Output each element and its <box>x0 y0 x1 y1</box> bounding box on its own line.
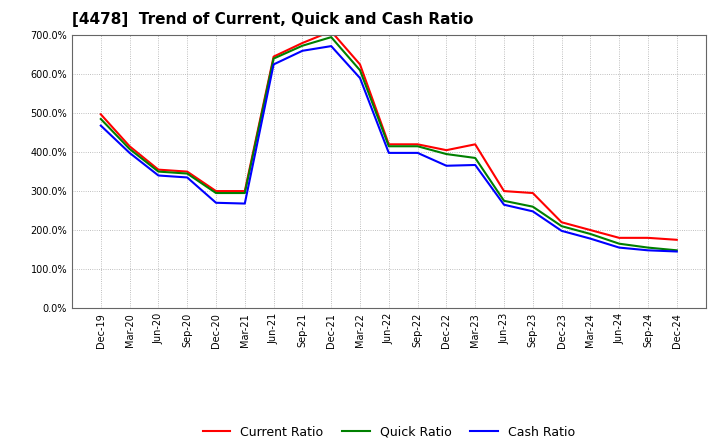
Cash Ratio <box>212 200 220 205</box>
Quick Ratio <box>327 34 336 40</box>
Quick Ratio <box>384 143 393 149</box>
Cash Ratio <box>557 228 566 234</box>
Current Ratio <box>471 142 480 147</box>
Cash Ratio <box>327 44 336 49</box>
Quick Ratio <box>471 155 480 161</box>
Quick Ratio <box>183 171 192 176</box>
Cash Ratio <box>672 249 681 254</box>
Quick Ratio <box>442 151 451 157</box>
Quick Ratio <box>212 191 220 196</box>
Cash Ratio <box>644 248 652 253</box>
Current Ratio <box>500 188 508 194</box>
Quick Ratio <box>500 198 508 203</box>
Current Ratio <box>615 235 624 241</box>
Quick Ratio <box>125 147 134 152</box>
Cash Ratio <box>615 245 624 250</box>
Quick Ratio <box>240 191 249 196</box>
Cash Ratio <box>471 162 480 168</box>
Cash Ratio <box>413 150 422 155</box>
Quick Ratio <box>269 56 278 61</box>
Quick Ratio <box>356 68 364 73</box>
Current Ratio <box>528 191 537 196</box>
Cash Ratio <box>586 236 595 241</box>
Current Ratio <box>356 62 364 67</box>
Quick Ratio <box>298 43 307 48</box>
Current Ratio <box>298 40 307 46</box>
Cash Ratio <box>528 209 537 214</box>
Quick Ratio <box>96 116 105 121</box>
Quick Ratio <box>586 231 595 237</box>
Cash Ratio <box>96 123 105 128</box>
Current Ratio <box>125 143 134 149</box>
Cash Ratio <box>384 150 393 155</box>
Cash Ratio <box>442 163 451 169</box>
Cash Ratio <box>240 201 249 206</box>
Current Ratio <box>240 188 249 194</box>
Current Ratio <box>96 112 105 117</box>
Cash Ratio <box>356 75 364 81</box>
Current Ratio <box>413 142 422 147</box>
Cash Ratio <box>125 150 134 155</box>
Quick Ratio <box>644 245 652 250</box>
Quick Ratio <box>615 241 624 246</box>
Quick Ratio <box>154 169 163 174</box>
Current Ratio <box>269 54 278 59</box>
Quick Ratio <box>413 143 422 149</box>
Current Ratio <box>384 142 393 147</box>
Current Ratio <box>672 237 681 242</box>
Line: Quick Ratio: Quick Ratio <box>101 37 677 250</box>
Current Ratio <box>327 29 336 34</box>
Cash Ratio <box>154 173 163 178</box>
Cash Ratio <box>183 175 192 180</box>
Current Ratio <box>644 235 652 241</box>
Line: Current Ratio: Current Ratio <box>101 31 677 240</box>
Current Ratio <box>557 220 566 225</box>
Line: Cash Ratio: Cash Ratio <box>101 46 677 252</box>
Current Ratio <box>442 147 451 153</box>
Current Ratio <box>154 167 163 172</box>
Current Ratio <box>183 169 192 174</box>
Text: [4478]  Trend of Current, Quick and Cash Ratio: [4478] Trend of Current, Quick and Cash … <box>72 12 473 27</box>
Legend: Current Ratio, Quick Ratio, Cash Ratio: Current Ratio, Quick Ratio, Cash Ratio <box>198 421 580 440</box>
Cash Ratio <box>298 48 307 53</box>
Current Ratio <box>586 227 595 233</box>
Quick Ratio <box>557 224 566 229</box>
Current Ratio <box>212 188 220 194</box>
Quick Ratio <box>528 204 537 209</box>
Quick Ratio <box>672 248 681 253</box>
Cash Ratio <box>500 202 508 207</box>
Cash Ratio <box>269 62 278 67</box>
